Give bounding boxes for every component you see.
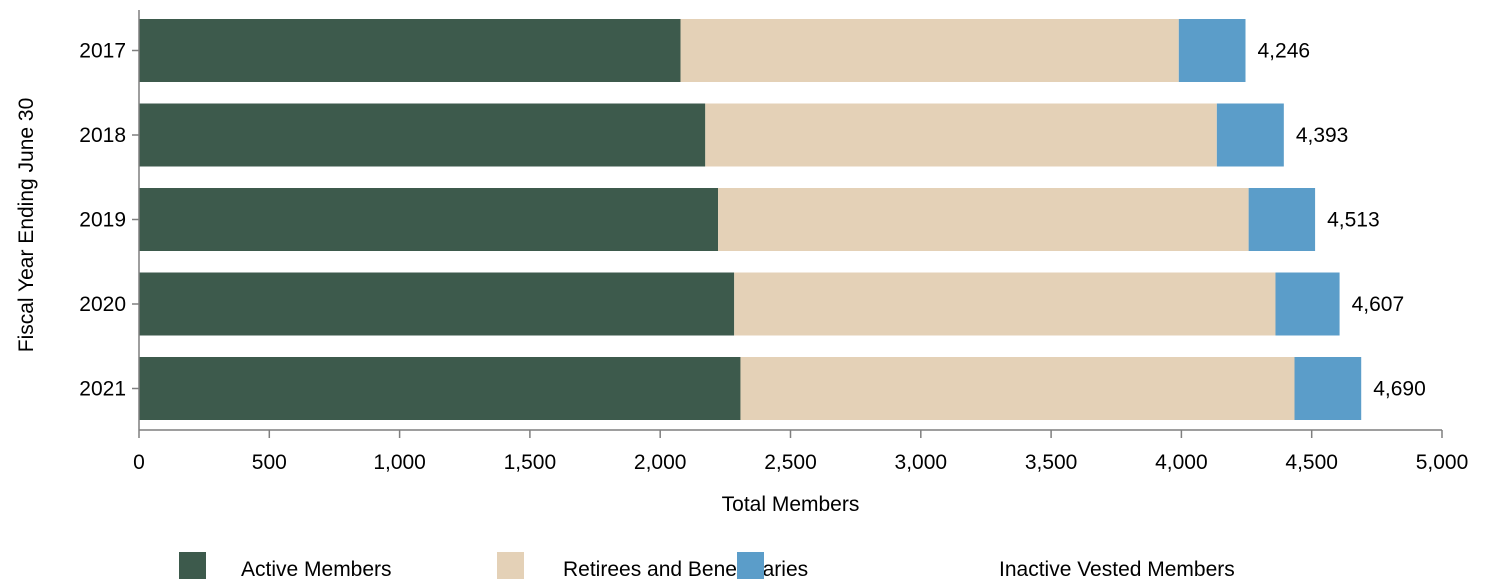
total-labels-group: 4,246 4,393 4,513 4,607 4,690 (1258, 40, 1426, 401)
y-tick-label-2020: 2020 (79, 293, 126, 316)
bar-2021-series-3 (1294, 357, 1362, 420)
bars-group (139, 19, 1362, 420)
total-label-2018: 4,393 (1296, 124, 1349, 147)
bar-2020-series-2 (734, 272, 1276, 336)
y-tick-label-2019: 2019 (79, 209, 126, 232)
x-tick-label: 5,000 (1416, 451, 1469, 474)
bar-2017-series-3 (1178, 19, 1246, 82)
x-axis-title: Total Members (722, 493, 860, 516)
bar-2018-series-1 (139, 103, 706, 167)
total-label-2019: 4,513 (1327, 209, 1380, 232)
y-axis-title: Fiscal Year Ending June 30 (15, 98, 38, 353)
x-tick-label: 3,000 (895, 451, 948, 474)
legend-label-3: Inactive Vested Members (999, 558, 1235, 581)
bar-2020-series-1 (139, 272, 735, 336)
x-tick-label: 1,000 (373, 451, 426, 474)
bar-2017-series-2 (680, 19, 1179, 82)
bar-2019-series-1 (139, 188, 719, 251)
legend-swatch-1 (179, 552, 206, 579)
x-tick-label: 2,500 (764, 451, 817, 474)
legend-label-1: Active Members (241, 558, 392, 581)
y-tick-label-2017: 2017 (79, 40, 126, 63)
bar-2021-series-1 (139, 357, 741, 420)
y-tick-label-2018: 2018 (79, 124, 126, 147)
total-label-2021: 4,690 (1373, 378, 1426, 401)
bar-2021-series-2 (740, 357, 1295, 420)
legend-label-2: Retirees and Beneficiaries (563, 558, 808, 581)
bar-2018-series-3 (1216, 103, 1284, 167)
total-label-2017: 4,246 (1258, 40, 1311, 63)
x-tick-label: 0 (133, 451, 145, 474)
x-tick-label: 500 (252, 451, 287, 474)
x-tick-label: 2,000 (634, 451, 687, 474)
total-label-2020: 4,607 (1352, 293, 1405, 316)
x-tick-label: 1,500 (504, 451, 557, 474)
y-tick-labels: 2017 2018 2019 2020 2021 (79, 40, 139, 401)
legend: Active Members Retirees and Beneficiaries… (179, 552, 1235, 581)
bar-2018-series-2 (705, 103, 1217, 167)
legend-swatch-2 (497, 552, 524, 579)
bar-2019-series-2 (718, 188, 1249, 251)
bar-2020-series-3 (1275, 272, 1340, 336)
x-ticks: 0 500 1,000 1,500 2,000 2,500 3,000 3,500 4,000 4… (133, 430, 1468, 474)
x-tick-label: 3,500 (1025, 451, 1078, 474)
y-tick-label-2021: 2021 (79, 378, 126, 401)
legend-swatch-3 (737, 552, 764, 579)
x-tick-label: 4,000 (1155, 451, 1208, 474)
x-tick-label: 4,500 (1285, 451, 1338, 474)
bar-2019-series-3 (1248, 188, 1316, 251)
bar-2017-series-1 (139, 19, 681, 82)
